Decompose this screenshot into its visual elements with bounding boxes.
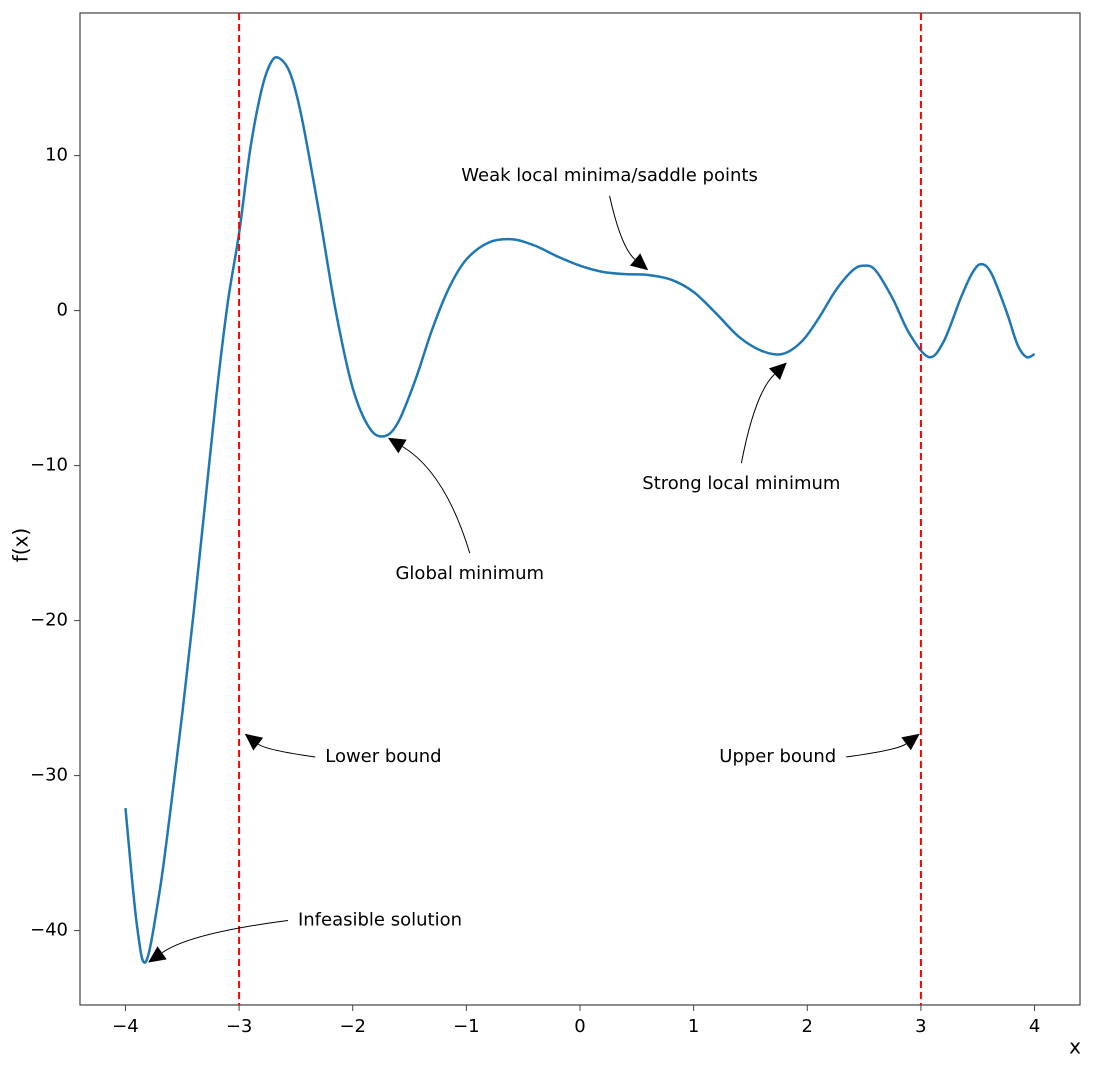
annotation-text: Strong local minimum [642,473,840,494]
y-tick-label: −40 [30,920,68,941]
y-tick-label: −30 [30,765,68,786]
annotation-text: Lower bound [325,746,441,767]
x-tick-label: 2 [802,1016,813,1037]
y-axis-label: f(x) [9,528,33,562]
x-tick-label: −4 [112,1016,139,1037]
x-tick-label: −2 [339,1016,366,1037]
annotation-text: Weak local minima/saddle points [461,165,758,186]
annotation-arrow [257,743,316,758]
x-tick-label: −1 [453,1016,480,1037]
line [124,55,1036,964]
annotation-arrow [846,743,907,758]
y-tick-label: −20 [30,610,68,631]
y-tick-label: 0 [57,300,68,321]
arrow-head [768,362,787,381]
annotation-arrow [609,195,636,260]
annotation-text: Upper bound [719,746,836,767]
annotation-text: Global minimum [395,563,544,584]
annotation-arrow [402,446,471,554]
arrow-head [148,946,167,963]
x-tick-label: 0 [574,1016,585,1037]
x-tick-label: 4 [1029,1016,1040,1037]
x-axis-label: x [1069,1035,1081,1059]
annotation-arrow [161,920,289,954]
x-tick-label: −3 [226,1016,253,1037]
arrow-head [244,733,264,751]
x-tick-label: 1 [688,1016,699,1037]
y-tick-label: −10 [30,455,68,476]
arrow-head [629,253,649,271]
plot-frame [79,12,1081,1006]
arrow-head [901,733,920,751]
x-tick-label: 3 [915,1016,926,1037]
annotation-arrow [740,373,775,464]
annotation-text: Infeasible solution [298,910,462,931]
arrow-head [387,437,407,454]
y-tick-label: 10 [45,145,68,166]
